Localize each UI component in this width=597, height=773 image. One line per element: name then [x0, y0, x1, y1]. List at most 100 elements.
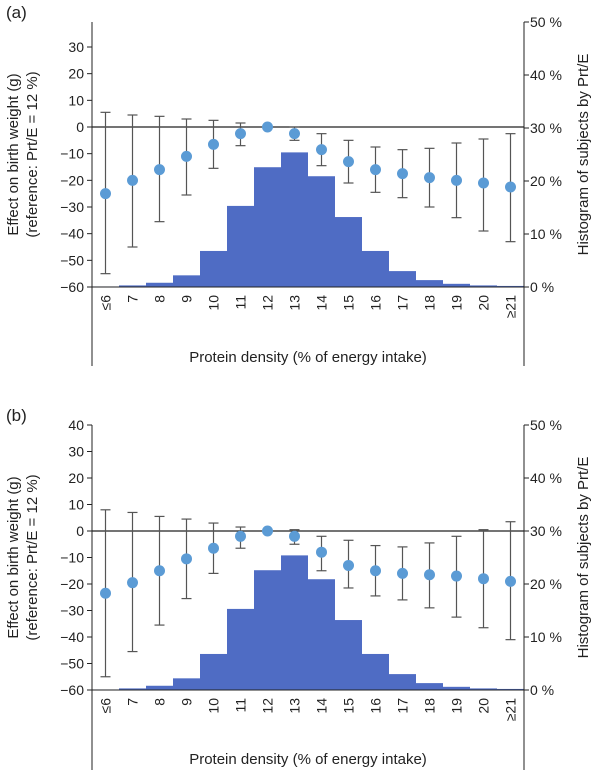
data-point — [208, 138, 219, 150]
y-axis-title-right: Histogram of subjects by Prt/E — [575, 457, 592, 659]
y-axis-title-left-reference: (reference: Prt/E = 12 %) — [24, 474, 41, 640]
right-tick-label: 40 % — [530, 470, 562, 486]
histogram-bar — [470, 688, 497, 690]
data-point — [235, 530, 246, 542]
right-tick-label: 30 % — [530, 523, 562, 539]
histogram-bar — [227, 205, 254, 287]
data-point — [505, 181, 516, 193]
left-tick-label: 30 — [68, 444, 84, 460]
data-point — [100, 587, 111, 599]
x-tick-label: 18 — [422, 295, 438, 311]
data-point — [424, 569, 435, 581]
histogram-bar — [308, 176, 335, 287]
right-tick-label: 50 % — [530, 417, 562, 433]
x-tick-label: 17 — [395, 698, 411, 714]
x-tick-label: 10 — [206, 698, 222, 714]
data-point — [316, 546, 327, 558]
histogram-bar — [173, 275, 200, 287]
x-axis-title: Protein density (% of energy intake) — [189, 349, 427, 366]
x-tick-label: 7 — [125, 698, 141, 706]
left-tick-label: −30 — [60, 199, 84, 215]
histogram-bar — [443, 686, 470, 690]
histogram-bar — [389, 674, 416, 690]
data-point — [451, 174, 462, 186]
x-tick-label: 19 — [449, 698, 465, 714]
left-tick-label: −20 — [60, 172, 84, 188]
data-point — [424, 172, 435, 184]
data-point — [505, 575, 516, 587]
left-tick-label: 10 — [68, 92, 84, 108]
histogram-bar — [335, 620, 362, 690]
histogram-bar — [443, 283, 470, 287]
x-tick-label: 7 — [125, 295, 141, 303]
x-tick-label: 16 — [368, 698, 384, 714]
chart-panel-1: (a) 30 20 10 0 −10 −20 −30 −40 −50 −60 50 % 40 % 30 %… — [5, 3, 592, 366]
left-tick-label: −40 — [60, 629, 84, 645]
data-point — [397, 168, 408, 180]
left-tick-label: 10 — [68, 497, 84, 513]
data-point — [289, 128, 300, 140]
x-tick-label: 11 — [233, 698, 249, 713]
histogram-bar — [497, 285, 524, 287]
x-tick-label: 16 — [368, 295, 384, 311]
histogram-bar — [389, 271, 416, 287]
x-axis-title: Protein density (% of energy intake) — [189, 751, 427, 768]
data-point — [343, 156, 354, 168]
data-point — [154, 565, 165, 577]
histogram-bar — [200, 653, 227, 690]
x-tick-label: 11 — [233, 295, 249, 310]
data-point — [127, 174, 138, 186]
chart-panel-2: (b) 40 30 20 10 0 −10 −20 −30 −40 −50 −60 50 % 40 % 30… — [5, 406, 592, 770]
x-tick-label: 13 — [287, 698, 303, 714]
data-point — [289, 530, 300, 542]
data-point — [262, 121, 273, 133]
histogram-bar — [146, 282, 173, 287]
histogram-bar — [362, 250, 389, 287]
right-tick-label: 20 % — [530, 173, 562, 189]
x-tick-label: ≥21 — [503, 295, 519, 318]
histogram-bar — [227, 608, 254, 690]
right-tick-label: 0 % — [530, 682, 554, 698]
left-tick-label: −50 — [60, 252, 84, 268]
histogram-bar — [497, 688, 524, 690]
left-tick-label: −10 — [60, 146, 84, 162]
histogram-bar — [470, 285, 497, 287]
y-axis-title-right: Histogram of subjects by Prt/E — [575, 54, 592, 256]
panel-label: (a) — [6, 3, 27, 22]
histogram-bar — [200, 250, 227, 287]
x-tick-label: 8 — [152, 295, 168, 303]
left-tick-label: −50 — [60, 656, 84, 672]
data-point — [370, 164, 381, 176]
x-tick-label: ≤6 — [98, 698, 114, 714]
data-point — [127, 577, 138, 589]
histogram-bar — [281, 555, 308, 690]
y-axis-title-left-reference: (reference: Prt/E = 12 %) — [24, 71, 41, 237]
right-tick-label: 40 % — [530, 67, 562, 83]
x-tick-label: 15 — [341, 698, 357, 714]
right-tick-label: 10 % — [530, 226, 562, 242]
right-tick-label: 10 % — [530, 629, 562, 645]
data-point — [478, 573, 489, 585]
histogram-bar — [146, 685, 173, 690]
right-tick-label: 30 % — [530, 120, 562, 136]
histogram-bar — [362, 653, 389, 690]
histogram-bar — [416, 280, 443, 287]
x-tick-label: 17 — [395, 295, 411, 311]
data-point — [154, 164, 165, 176]
x-tick-label: 18 — [422, 698, 438, 714]
x-tick-label: 9 — [179, 698, 195, 706]
left-tick-label: −40 — [60, 226, 84, 242]
data-point — [478, 177, 489, 189]
left-tick-label: 0 — [76, 523, 84, 539]
histogram-bar — [308, 579, 335, 690]
histogram-bar — [281, 152, 308, 287]
data-point — [397, 567, 408, 579]
x-tick-label: 12 — [260, 698, 276, 714]
data-point — [100, 188, 111, 200]
data-point — [343, 559, 354, 571]
x-tick-label: 14 — [314, 295, 330, 311]
data-point — [235, 128, 246, 140]
x-tick-label: 20 — [476, 698, 492, 714]
x-tick-label: 20 — [476, 295, 492, 311]
data-point — [316, 144, 327, 156]
